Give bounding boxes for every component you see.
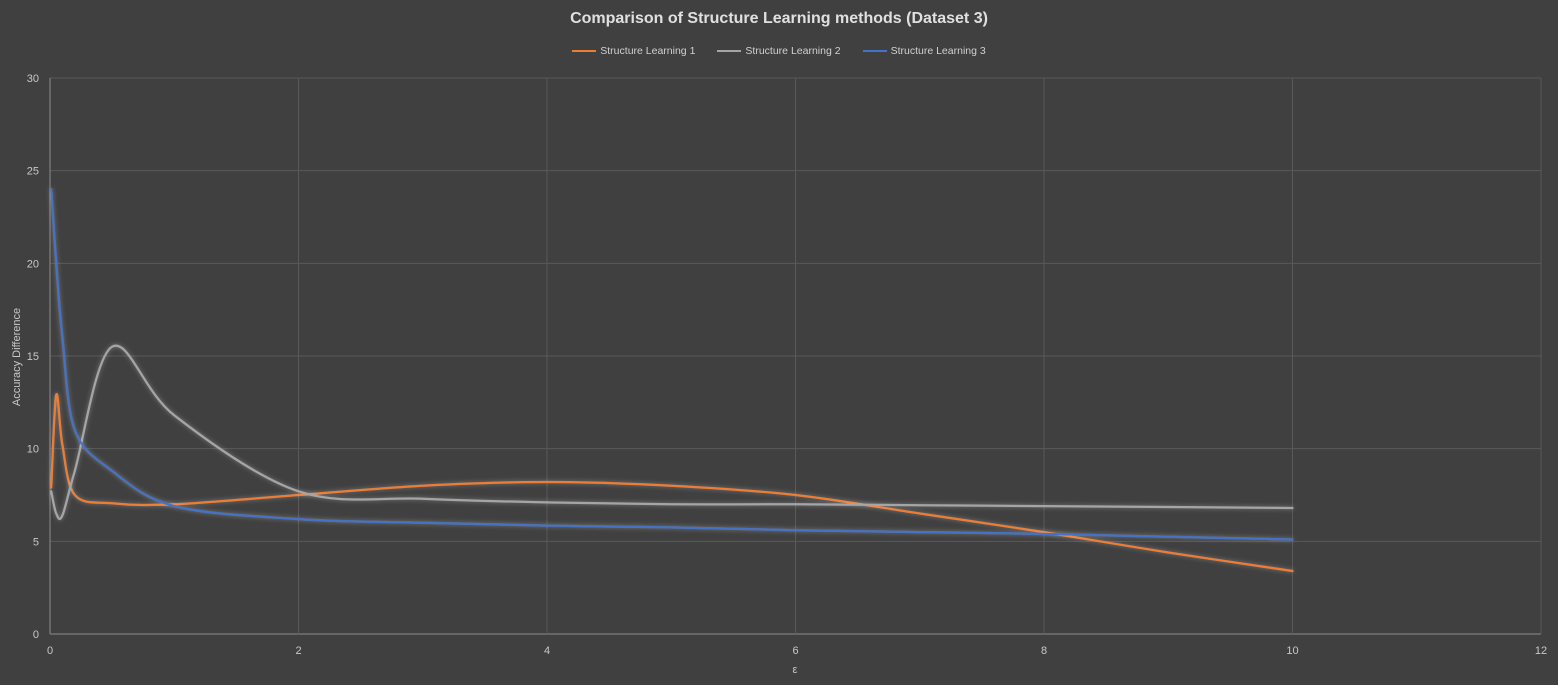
legend-swatch-series-3 — [862, 50, 887, 52]
legend-label-series-1: Structure Learning 1 — [600, 45, 696, 57]
legend-swatch-series-2 — [717, 50, 742, 52]
x-tick-label: 6 — [792, 645, 798, 657]
x-tick-label: 10 — [1286, 645, 1298, 657]
legend-label-series-3: Structure Learning 3 — [890, 45, 986, 57]
legend-item-series-1[interactable]: Structure Learning 1 — [572, 45, 695, 57]
series-line-3[interactable] — [50, 188, 1294, 541]
gridlines — [49, 77, 1542, 635]
legend-item-series-3[interactable]: Structure Learning 3 — [862, 45, 986, 57]
x-tick-label: 2 — [295, 645, 301, 657]
y-tick-label: 10 — [27, 444, 39, 456]
chart-title: Comparison of Structure Learning methods… — [570, 10, 988, 27]
y-tick-label: 20 — [27, 258, 39, 270]
series-line-1[interactable] — [50, 393, 1294, 573]
legend: Structure Learning 1 Structure Learning … — [0, 45, 1558, 57]
x-tick-label: 12 — [1535, 645, 1547, 657]
series-line-2[interactable] — [50, 344, 1294, 521]
x-tick-label: 0 — [47, 645, 53, 657]
y-tick-label: 0 — [33, 629, 39, 641]
legend-item-series-2[interactable]: Structure Learning 2 — [717, 45, 841, 57]
y-tick-label: 5 — [33, 536, 39, 548]
y-tick-label: 30 — [27, 73, 39, 85]
series-lines — [50, 188, 1294, 573]
legend-label-series-2: Structure Learning 2 — [745, 45, 841, 57]
legend-swatch-series-1 — [572, 50, 597, 52]
x-tick-label: 4 — [544, 645, 550, 657]
y-tick-label: 15 — [27, 351, 39, 363]
y-tick-label: 25 — [27, 166, 39, 178]
y-axis-title: Accuracy Difference — [11, 308, 23, 406]
tick-labels: 0 5 10 15 20 25 30 0 2 4 6 8 10 12 — [27, 73, 1547, 657]
x-axis-title: ε — [793, 664, 798, 676]
x-tick-label: 8 — [1041, 645, 1047, 657]
